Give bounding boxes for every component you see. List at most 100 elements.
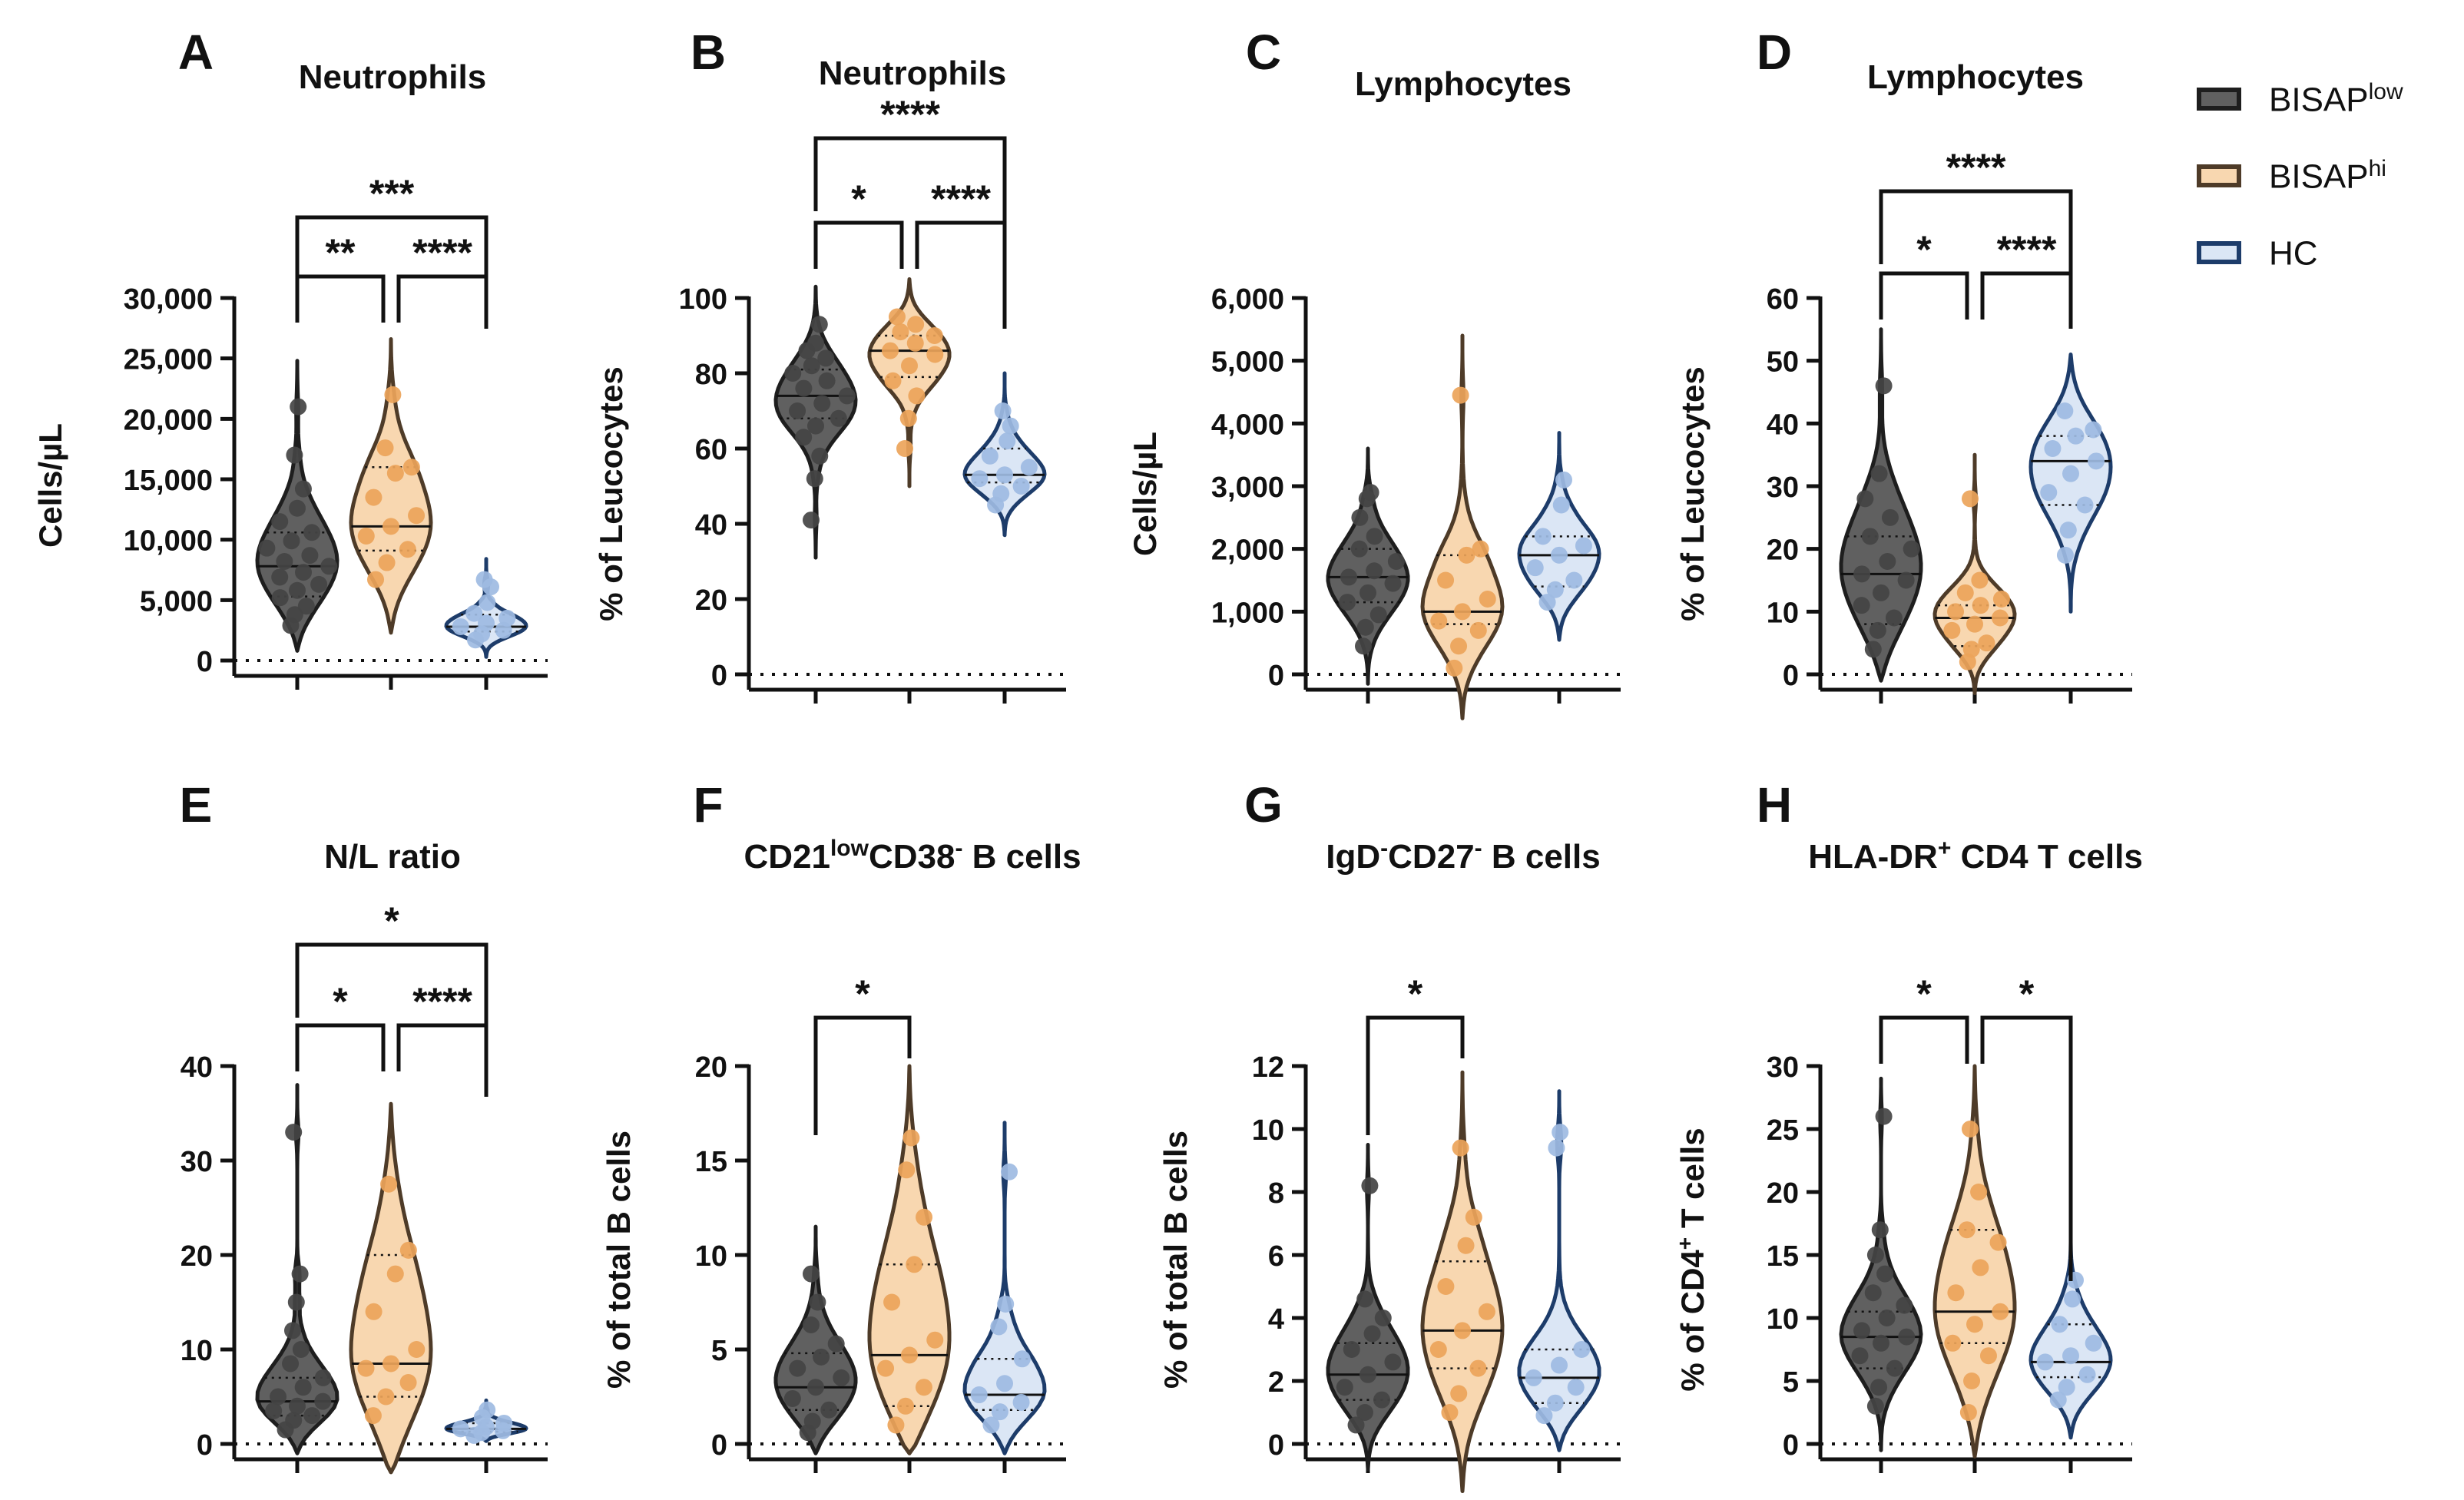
data-point xyxy=(813,395,831,412)
data-point xyxy=(1525,1369,1542,1386)
violin-BISAPhi xyxy=(1932,1064,2017,1459)
violin-BISAPlow xyxy=(773,1224,858,1455)
title-part: IgD xyxy=(1326,838,1380,876)
data-point xyxy=(1966,615,1983,633)
data-point xyxy=(1441,1404,1459,1421)
data-point xyxy=(926,327,943,344)
panel-title: Lymphocytes xyxy=(1355,65,1571,103)
data-point xyxy=(887,1416,905,1434)
data-point xyxy=(1978,634,1995,652)
data-point xyxy=(283,532,300,550)
data-point xyxy=(276,552,293,570)
y-tick-label: 12 xyxy=(1252,1051,1284,1084)
data-point xyxy=(314,1369,332,1386)
title-part: B cells xyxy=(962,838,1081,876)
y-axis-label: % of total B cells xyxy=(1157,1131,1194,1389)
data-point xyxy=(926,1331,944,1349)
data-point xyxy=(284,1322,301,1339)
data-point xyxy=(1012,1393,1030,1411)
data-point xyxy=(1373,1391,1391,1409)
y-tick-label: 60 xyxy=(695,434,727,466)
data-point xyxy=(377,1388,395,1406)
significance-bracket xyxy=(295,1023,386,1071)
violin-BISAPlow xyxy=(773,284,858,560)
data-point xyxy=(784,365,802,382)
data-point xyxy=(1567,1379,1585,1396)
data-point xyxy=(1472,540,1489,558)
data-point xyxy=(376,439,394,457)
panel-title: Neutrophils xyxy=(819,55,1006,92)
data-point xyxy=(285,1124,303,1141)
violin-body xyxy=(1517,1089,1601,1452)
data-point xyxy=(1479,591,1496,608)
legend-swatch-hc xyxy=(2197,241,2241,264)
data-point xyxy=(1012,478,1030,495)
data-point xyxy=(1339,594,1356,611)
data-point xyxy=(915,1379,932,1396)
y-tick-label: 0 xyxy=(1783,1429,1799,1462)
data-point xyxy=(1947,603,1965,621)
data-point xyxy=(1384,575,1402,592)
data-point xyxy=(901,1346,918,1364)
y-tick-label: 50 xyxy=(1767,346,1799,379)
y-tick-label: 5,000 xyxy=(140,585,213,618)
data-point xyxy=(2036,1353,2054,1371)
data-point xyxy=(1351,508,1369,526)
data-point xyxy=(1535,1407,1553,1425)
data-point xyxy=(1870,1379,1888,1396)
data-point xyxy=(1336,1379,1353,1396)
violin-BISAPlow xyxy=(1839,1076,1923,1452)
y-tick-label: 20 xyxy=(695,1051,727,1084)
y-tick-label: 4 xyxy=(1268,1303,1284,1336)
data-point xyxy=(1853,565,1871,583)
y-axis-label: % of CD4+ T cells xyxy=(1673,1127,1711,1391)
data-point xyxy=(1526,559,1544,577)
title-superscript: - xyxy=(955,836,962,861)
y-tick-label: 0 xyxy=(711,1429,727,1462)
data-point xyxy=(1465,1208,1482,1226)
data-point xyxy=(1469,1359,1487,1377)
data-point xyxy=(475,571,493,588)
data-point xyxy=(479,1401,496,1419)
significance-label: * xyxy=(855,972,870,1015)
y-tick-label: 0 xyxy=(1268,660,1284,692)
data-point xyxy=(1962,641,1980,658)
y-tick-label: 0 xyxy=(197,646,213,678)
data-point xyxy=(1020,459,1038,476)
data-point xyxy=(291,1265,309,1283)
significance-brackets: ** **** xyxy=(295,899,488,1097)
data-point xyxy=(1450,1385,1468,1402)
data-point xyxy=(258,539,276,557)
data-point xyxy=(357,1359,375,1377)
data-point xyxy=(303,524,321,541)
data-point xyxy=(783,1389,801,1407)
data-point xyxy=(1361,1177,1379,1194)
data-point xyxy=(1384,1353,1402,1371)
data-point xyxy=(899,409,917,427)
data-point xyxy=(916,1208,933,1226)
data-point xyxy=(2085,421,2102,439)
data-point xyxy=(1452,386,1469,404)
data-point xyxy=(386,1265,404,1283)
data-point xyxy=(1897,571,1915,589)
legend-item-hc: HC xyxy=(2197,234,2403,272)
violin-BISAPlow xyxy=(255,1083,339,1455)
data-point xyxy=(478,614,495,632)
data-point xyxy=(1885,609,1903,627)
data-point xyxy=(1552,1124,1569,1141)
data-point xyxy=(888,308,906,326)
data-point xyxy=(289,581,306,599)
significance-brackets: * xyxy=(1366,972,1465,1135)
data-point xyxy=(981,447,999,465)
significance-bracket xyxy=(1879,1015,1969,1064)
violin-BISAPlow xyxy=(255,359,339,653)
data-point xyxy=(2076,496,2094,514)
significance-bracket xyxy=(295,215,488,329)
data-point xyxy=(992,485,1010,502)
data-point xyxy=(1875,377,1893,395)
data-point xyxy=(498,609,516,627)
data-point xyxy=(285,1412,303,1429)
significance-bracket xyxy=(396,274,488,329)
violin-HC xyxy=(444,1398,528,1444)
data-point xyxy=(357,527,375,545)
